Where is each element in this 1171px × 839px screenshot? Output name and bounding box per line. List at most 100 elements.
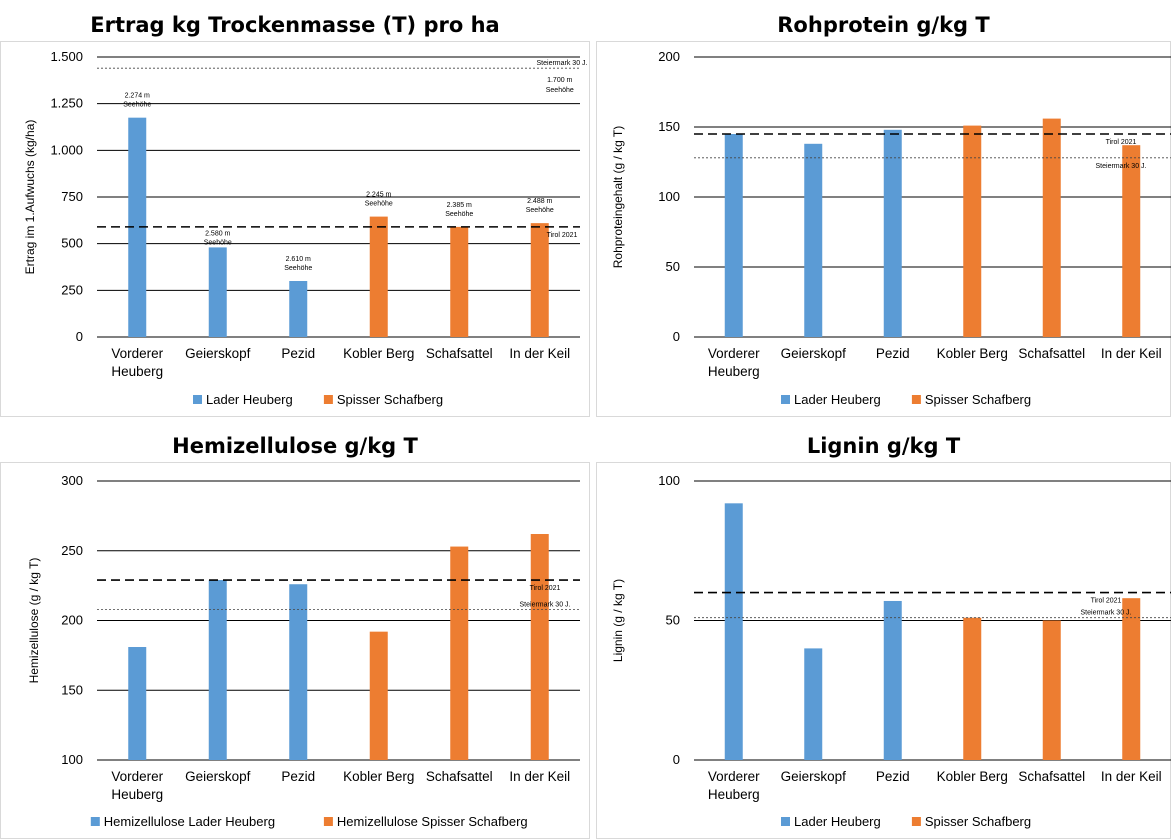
bar — [724, 134, 743, 337]
y-axis-title: Lignin (g / kg T) — [611, 579, 625, 662]
altitude-annotation: Seehöhe — [526, 207, 554, 214]
y-tick-label: 500 — [61, 236, 83, 251]
legend-swatch — [781, 395, 790, 404]
x-category-label: Pezid — [281, 346, 315, 361]
x-category-label: Schafsattel — [426, 346, 493, 361]
bar — [289, 584, 308, 760]
x-category-label: In der Keil — [1101, 346, 1162, 361]
chart-panel-hemizellulose: Hemizellulose g/kg T 100 150 200 250 300 Hemi… — [0, 420, 590, 839]
x-category-label: Vorderer — [111, 769, 163, 784]
x-category-label: Vorderer — [708, 769, 760, 784]
bar — [883, 600, 902, 760]
x-category-label: In der Keil — [1101, 769, 1162, 784]
x-category-label: In der Keil — [509, 769, 570, 784]
y-tick-label: 50 — [666, 259, 680, 274]
y-tick-label: 0 — [673, 752, 680, 767]
reference-label-steiermark: Steiermark 30 J. — [1096, 163, 1147, 170]
reference-label-steiermark: Steiermark 30 J. — [537, 60, 588, 67]
bar — [450, 546, 469, 760]
legend-swatch — [911, 817, 921, 826]
altitude-annotation: 1.700 m — [547, 77, 572, 84]
y-tick-label: 0 — [673, 329, 680, 344]
legend-label: Hemizellulose Lader Heuberg — [104, 814, 275, 829]
x-category-label: Vorderer — [111, 346, 163, 361]
chart-rohprotein-svg: 0 50 100 150 200 Rohproteingehalt (g / kg T) T… — [611, 49, 1171, 407]
legend-label: Lader Heuberg — [794, 392, 881, 407]
x-category-label: Heuberg — [708, 787, 760, 802]
x-category-label: Schafsattel — [1018, 769, 1085, 784]
y-tick-label: 100 — [61, 752, 83, 767]
chart-ertrag-svg: 0 250 500 750 1.000 1.250 1.500 Ertrag im 1.Auf… — [23, 49, 588, 407]
y-axis-title: Rohproteingehalt (g / kg T) — [611, 126, 625, 269]
reference-label-tirol: Tirol 2021 — [547, 232, 578, 239]
x-category-label: Heuberg — [111, 364, 163, 379]
altitude-annotation: 2.580 m — [205, 230, 230, 237]
y-tick-label: 200 — [658, 49, 680, 64]
bar — [450, 226, 469, 337]
legend-swatch — [323, 817, 333, 826]
x-category-label: Pezid — [281, 769, 315, 784]
reference-label-tirol: Tirol 2021 — [1091, 598, 1122, 605]
x-category-label: Geierskopf — [185, 346, 251, 361]
bar — [530, 223, 549, 337]
x-category-label: Vorderer — [708, 346, 760, 361]
chart-title: Rohprotein g/kg T — [777, 13, 990, 37]
altitude-annotation: 2.274 m — [125, 93, 150, 100]
x-category-label: Kobler Berg — [937, 346, 1008, 361]
bar — [1042, 620, 1061, 760]
y-tick-label: 150 — [61, 682, 83, 697]
reference-label-steiermark: Steiermark 30 J. — [520, 601, 571, 608]
y-tick-label: 100 — [658, 189, 680, 204]
chart-panel-ertrag: Ertrag kg Trockenmasse (T) pro ha 0 250 50… — [0, 0, 590, 420]
altitude-annotation: Seehöhe — [546, 87, 574, 94]
y-tick-label: 150 — [658, 119, 680, 134]
altitude-annotation: 2.488 m — [527, 198, 552, 205]
bar — [804, 648, 823, 760]
reference-label-tirol: Tirol 2021 — [530, 585, 561, 592]
chart-lignin-svg: 0 50 100 Lignin (g / kg T) Tirol 2021 Steierm… — [611, 473, 1171, 829]
bar — [724, 503, 743, 760]
bar — [1122, 598, 1141, 760]
altitude-annotation: 2.245 m — [366, 192, 391, 199]
x-category-label: Heuberg — [708, 364, 760, 379]
reference-label-tirol: Tirol 2021 — [1106, 139, 1137, 146]
bar — [1122, 145, 1141, 337]
legend-label: Spisser Schafberg — [925, 392, 1031, 407]
legend-label: Spisser Schafberg — [337, 392, 443, 407]
y-tick-label: 200 — [61, 613, 83, 628]
y-tick-label: 300 — [61, 473, 83, 488]
bar — [804, 143, 823, 337]
x-category-label: Schafsattel — [1018, 346, 1085, 361]
altitude-annotation: Seehöhe — [123, 102, 151, 109]
altitude-annotation: Seehöhe — [445, 211, 473, 218]
y-axis-title: Hemizellulose (g / kg T) — [27, 558, 41, 684]
x-category-label: Geierskopf — [781, 346, 847, 361]
y-axis-title: Ertrag im 1.Aufwuchs (kg/ha) — [23, 120, 37, 275]
bar — [963, 617, 982, 760]
bar — [208, 580, 227, 760]
legend-label: Spisser Schafberg — [925, 814, 1031, 829]
x-category-label: Heuberg — [111, 787, 163, 802]
chart-hemizellulose-svg: 100 150 200 250 300 Hemizellulose (g / kg T) T… — [27, 473, 580, 829]
altitude-annotation: 2.610 m — [286, 256, 311, 263]
legend-label: Lader Heuberg — [794, 814, 881, 829]
chart-title: Hemizellulose g/kg T — [172, 434, 418, 458]
y-tick-label: 1.250 — [50, 96, 83, 111]
bar — [369, 631, 388, 760]
legend-swatch — [781, 817, 790, 826]
reference-label-steiermark: Steiermark 30 J. — [1081, 610, 1132, 617]
x-category-label: Kobler Berg — [343, 769, 414, 784]
y-tick-label: 250 — [61, 282, 83, 297]
y-tick-label: 750 — [61, 189, 83, 204]
legend-label: Hemizellulose Spisser Schafberg — [337, 814, 528, 829]
chart-frame — [0, 41, 590, 417]
x-category-label: Geierskopf — [185, 769, 251, 784]
x-category-label: Kobler Berg — [343, 346, 414, 361]
altitude-annotation: 2.385 m — [447, 202, 472, 209]
y-tick-label: 0 — [76, 329, 83, 344]
bar — [289, 281, 308, 337]
x-category-label: Pezid — [876, 346, 910, 361]
bar — [128, 117, 147, 338]
x-category-label: In der Keil — [509, 346, 570, 361]
bar — [963, 125, 982, 337]
